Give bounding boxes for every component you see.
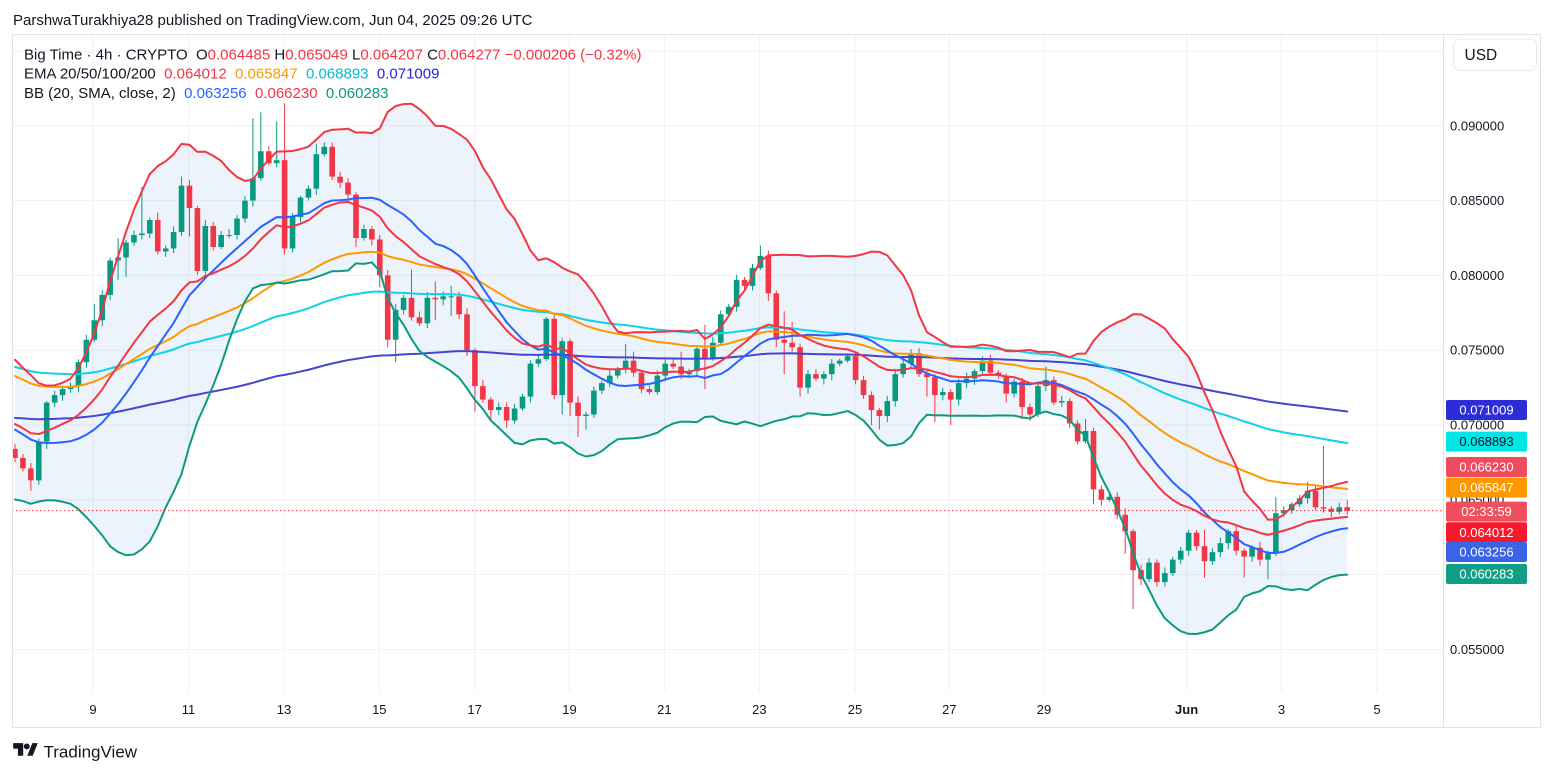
svg-text:0.063256: 0.063256 bbox=[1459, 545, 1513, 560]
svg-text:Jun: Jun bbox=[1175, 702, 1198, 717]
svg-text:9: 9 bbox=[89, 702, 96, 717]
svg-text:0.070000: 0.070000 bbox=[1450, 418, 1504, 433]
svg-text:USD: USD bbox=[1465, 47, 1498, 64]
svg-text:0.075000: 0.075000 bbox=[1450, 343, 1504, 358]
svg-text:17: 17 bbox=[467, 702, 481, 717]
svg-text:27: 27 bbox=[942, 702, 956, 717]
svg-text:0.080000: 0.080000 bbox=[1450, 268, 1504, 283]
svg-text:0.064012: 0.064012 bbox=[1459, 525, 1513, 540]
svg-text:0.090000: 0.090000 bbox=[1450, 118, 1504, 133]
svg-text:EMA 20/50/100/200 0.064012 0: EMA 20/50/100/200 0.064012 0.065847 0.06… bbox=[24, 66, 439, 83]
svg-text:19: 19 bbox=[562, 702, 576, 717]
svg-text:02:33:59: 02:33:59 bbox=[1461, 504, 1512, 519]
svg-text:29: 29 bbox=[1037, 702, 1051, 717]
svg-text:23: 23 bbox=[752, 702, 766, 717]
svg-text:0.055000: 0.055000 bbox=[1450, 642, 1504, 657]
svg-text:11: 11 bbox=[182, 702, 196, 717]
svg-text:0.066230: 0.066230 bbox=[1459, 460, 1513, 475]
svg-text:3: 3 bbox=[1278, 702, 1285, 717]
svg-text:BB (20, SMA, close, 2) 0.0632: BB (20, SMA, close, 2) 0.063256 0.066230… bbox=[24, 85, 388, 102]
svg-text:ParshwaTurakhiya28 published o: ParshwaTurakhiya28 published on TradingV… bbox=[13, 12, 533, 29]
svg-text:0.085000: 0.085000 bbox=[1450, 193, 1504, 208]
svg-text:15: 15 bbox=[372, 702, 386, 717]
svg-text:0.060283: 0.060283 bbox=[1459, 567, 1513, 582]
svg-text:5: 5 bbox=[1373, 702, 1380, 717]
svg-text:TradingView: TradingView bbox=[44, 743, 138, 762]
svg-text:0.071009: 0.071009 bbox=[1459, 403, 1513, 418]
svg-text:Big Time · 4h · CRYPTO O0.064: Big Time · 4h · CRYPTO O0.064485 H0.0650… bbox=[24, 47, 641, 64]
svg-text:13: 13 bbox=[277, 702, 291, 717]
svg-text:0.065847: 0.065847 bbox=[1459, 480, 1513, 495]
svg-text:0.068893: 0.068893 bbox=[1459, 434, 1513, 449]
svg-text:21: 21 bbox=[657, 702, 671, 717]
svg-text:25: 25 bbox=[848, 702, 862, 717]
